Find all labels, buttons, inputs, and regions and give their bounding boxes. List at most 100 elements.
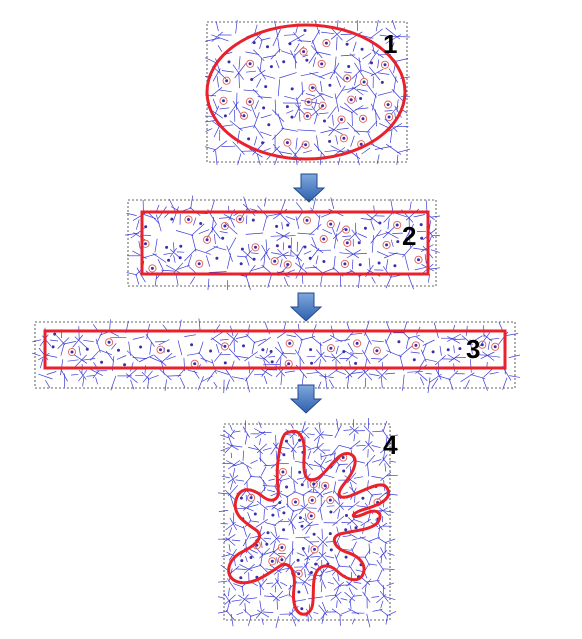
voronoi-edge xyxy=(132,336,145,340)
voronoi-edge xyxy=(391,35,410,38)
voronoi-edge xyxy=(272,540,276,551)
voronoi-edge xyxy=(226,460,237,467)
site-dot xyxy=(221,236,225,240)
voronoi-edge xyxy=(221,554,231,558)
voronoi-edge xyxy=(336,418,339,432)
voronoi-edge xyxy=(332,227,346,240)
voronoi-edge xyxy=(257,337,271,347)
voronoi-edge xyxy=(333,481,337,494)
voronoi-edge xyxy=(404,255,409,271)
voronoi-edge xyxy=(431,378,439,388)
voronoi-edge xyxy=(280,50,293,56)
voronoi-edge xyxy=(402,243,415,258)
voronoi-edge xyxy=(366,613,371,628)
site-ring xyxy=(326,496,335,505)
voronoi-edge xyxy=(278,506,286,510)
voronoi-edge xyxy=(378,354,389,363)
voronoi-edge xyxy=(351,541,357,551)
voronoi-edge xyxy=(323,355,336,359)
voronoi-edge xyxy=(293,490,305,496)
voronoi-edge xyxy=(352,253,367,255)
voronoi-edge xyxy=(205,255,211,267)
site-dot xyxy=(285,141,289,145)
panel-3-frame xyxy=(34,321,516,389)
voronoi-edge xyxy=(370,68,384,77)
site-dot xyxy=(358,263,362,267)
voronoi-edge xyxy=(453,345,455,353)
voronoi-edge xyxy=(357,233,368,238)
voronoi-edge xyxy=(246,465,252,476)
panel-2-boundary xyxy=(140,210,430,276)
site-ring xyxy=(319,234,328,244)
site-dot xyxy=(264,85,268,89)
voronoi-edge xyxy=(274,346,288,359)
voronoi-edge xyxy=(333,499,344,510)
voronoi-edge xyxy=(242,106,252,111)
voronoi-edge xyxy=(361,147,371,155)
voronoi-edge xyxy=(161,269,175,272)
site-dot xyxy=(297,590,301,594)
site-dot xyxy=(397,340,401,344)
voronoi-edge xyxy=(105,350,115,362)
site-dot xyxy=(266,45,269,49)
voronoi-edge xyxy=(310,244,324,254)
voronoi-edge xyxy=(315,255,319,265)
site-dot xyxy=(323,119,326,123)
voronoi-edge xyxy=(229,473,236,484)
voronoi-edge xyxy=(469,339,473,354)
voronoi-edge xyxy=(332,515,345,526)
site-dot xyxy=(354,526,358,530)
voronoi-edge xyxy=(363,330,372,345)
site-dot xyxy=(239,496,243,500)
voronoi-edge xyxy=(334,585,340,597)
voronoi-edge xyxy=(231,599,242,602)
voronoi-edge xyxy=(306,523,319,527)
voronoi-edge xyxy=(78,369,87,380)
voronoi-edge xyxy=(228,587,230,597)
voronoi-edge xyxy=(396,154,399,165)
voronoi-edge xyxy=(241,150,257,152)
voronoi-edge xyxy=(270,459,282,469)
voronoi-edge xyxy=(274,585,277,593)
site-dot xyxy=(280,558,284,562)
voronoi-edge xyxy=(205,128,213,132)
site-ring xyxy=(277,543,286,552)
voronoi-edge xyxy=(389,129,393,144)
voronoi-edge xyxy=(224,594,236,605)
voronoi-edge xyxy=(317,381,322,389)
voronoi-edge xyxy=(348,517,359,528)
voronoi-edge xyxy=(379,34,391,37)
site-ring xyxy=(307,511,316,520)
voronoi-edge xyxy=(356,152,360,165)
voronoi-edge xyxy=(238,125,254,130)
voronoi-edge xyxy=(448,354,460,363)
voronoi-edge xyxy=(236,611,244,616)
site-dot xyxy=(329,510,333,514)
voronoi-edge xyxy=(237,153,242,165)
voronoi-edge xyxy=(313,351,325,364)
voronoi-edge xyxy=(318,112,329,115)
voronoi-edge xyxy=(304,569,306,578)
voronoi-edge xyxy=(213,351,223,362)
voronoi-edge xyxy=(250,459,258,464)
site-dot xyxy=(285,485,289,489)
site-dot xyxy=(345,76,349,80)
site-dot xyxy=(342,136,346,140)
voronoi-edge xyxy=(343,349,358,359)
site-dot xyxy=(296,558,300,562)
voronoi-edge xyxy=(460,372,475,383)
voronoi-edge xyxy=(243,609,252,617)
voronoi-edge xyxy=(280,581,288,587)
site-dot xyxy=(144,225,148,229)
voronoi-edge xyxy=(381,429,390,440)
voronoi-edge xyxy=(232,141,245,155)
site-ring xyxy=(283,138,292,147)
voronoi-edge xyxy=(228,527,233,536)
voronoi-edge xyxy=(243,196,249,213)
voronoi-edge xyxy=(230,445,243,448)
site-dot xyxy=(310,498,314,502)
site-ring xyxy=(251,243,260,252)
voronoi-edge xyxy=(378,507,390,516)
voronoi-edge xyxy=(259,475,267,486)
voronoi-edge xyxy=(376,251,389,257)
